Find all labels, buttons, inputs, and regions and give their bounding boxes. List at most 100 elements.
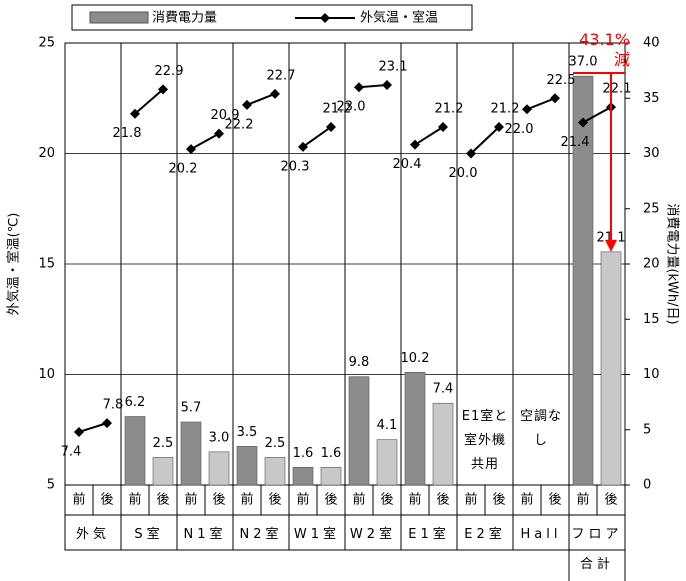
line-value-label: 21.8 xyxy=(113,126,142,141)
bar-value-label: 2.5 xyxy=(265,436,286,451)
x-sub-label: 後 xyxy=(268,493,281,508)
bar xyxy=(180,421,202,486)
bar xyxy=(208,451,230,486)
y-tick-label: 10 xyxy=(38,367,55,382)
x-sub-label: 前 xyxy=(464,492,477,508)
legend-label: 消費電力量 xyxy=(152,11,217,26)
bar-value-label: 2.5 xyxy=(153,436,174,451)
x-sub-label: 後 xyxy=(156,493,169,508)
bar-value-label: 9.8 xyxy=(349,355,370,370)
line-value-label: 21.2 xyxy=(435,101,464,116)
line-marker xyxy=(74,426,84,437)
line-value-label: 22.5 xyxy=(547,73,576,88)
legend-marker xyxy=(320,13,330,23)
line-value-label: 7.8 xyxy=(103,398,124,413)
bar-value-label: 3.0 xyxy=(209,430,230,445)
y2-tick-label: 15 xyxy=(643,312,660,327)
line-value-label: 20.2 xyxy=(169,162,198,177)
x-sub-label: 前 xyxy=(296,492,309,508)
x-sub-label: 後 xyxy=(212,493,225,508)
legend-swatch xyxy=(89,11,149,24)
bar xyxy=(236,446,258,486)
line-segment xyxy=(134,88,164,115)
x-group-label: S室 xyxy=(134,527,164,542)
x-sub-label: 後 xyxy=(380,493,393,508)
bar-value-label: 5.7 xyxy=(181,401,202,416)
bar-value-label: 37.0 xyxy=(569,55,598,70)
x-group-label: W2室 xyxy=(349,527,397,542)
arrow-head xyxy=(605,239,617,252)
x-sub-label: 前 xyxy=(408,492,421,508)
line-marker xyxy=(326,121,336,132)
annotation: 43.1%減 xyxy=(579,30,630,69)
line-segment xyxy=(414,126,444,146)
bar-value-label: 10.2 xyxy=(401,351,430,366)
bar xyxy=(320,467,342,486)
line-marker xyxy=(186,144,196,155)
bar xyxy=(376,439,398,486)
bar xyxy=(432,402,454,486)
line-value-label: 22.2 xyxy=(225,117,254,132)
line-segment xyxy=(190,132,220,150)
line-value-label: 7.4 xyxy=(61,444,82,459)
bar xyxy=(600,251,622,486)
line-value-label: 22.0 xyxy=(505,122,534,137)
line-marker xyxy=(466,148,476,159)
bar xyxy=(124,416,146,486)
y2-tick-label: 10 xyxy=(643,367,660,382)
y2-tick-label: 20 xyxy=(643,257,660,272)
x-sub-label: 後 xyxy=(548,493,561,508)
x-group-label: N2室 xyxy=(239,527,283,542)
y-tick-label: 25 xyxy=(38,36,55,51)
bar xyxy=(292,467,314,486)
line-segment xyxy=(78,422,108,433)
line-marker xyxy=(522,104,532,115)
line-segment xyxy=(582,106,612,124)
line-segment xyxy=(526,97,556,111)
y-tick-label: 15 xyxy=(38,257,55,272)
line-marker xyxy=(410,139,420,150)
line-marker xyxy=(270,88,280,99)
bar-value-label: 7.4 xyxy=(433,382,454,397)
line-segment xyxy=(302,126,332,148)
line-value-label: 23.0 xyxy=(337,100,366,115)
line-marker xyxy=(550,93,560,104)
x-sub-label: 後 xyxy=(436,493,449,508)
line-marker xyxy=(354,82,364,93)
bar xyxy=(152,457,174,486)
x-sub-label: 後 xyxy=(492,493,505,508)
x-sub-label: 前 xyxy=(576,492,589,508)
line-marker xyxy=(158,84,168,95)
x-group-label: 外気 xyxy=(75,527,110,542)
line-marker xyxy=(102,418,112,429)
bar-value-label: 6.2 xyxy=(125,395,146,410)
y2-tick-label: 30 xyxy=(643,146,660,161)
bar-value-label: 4.1 xyxy=(377,418,398,433)
x-group-label: E1室 xyxy=(408,527,450,542)
y2-tick-label: 5 xyxy=(643,422,651,437)
line-marker xyxy=(438,121,448,132)
line-segment xyxy=(358,83,388,89)
line-value-label: 22.1 xyxy=(603,82,632,97)
x-sub-label: 前 xyxy=(352,492,365,508)
line-marker xyxy=(298,141,308,152)
y2-tick-label: 25 xyxy=(643,201,660,216)
line-value-label: 23.1 xyxy=(379,59,408,74)
line-marker xyxy=(242,99,252,110)
x-sub-label: 前 xyxy=(72,492,85,508)
line-marker xyxy=(382,79,392,90)
bar xyxy=(348,376,370,486)
line-value-label: 22.9 xyxy=(155,64,184,79)
x-sub-label: 前 xyxy=(240,492,253,508)
y2-tick-label: 0 xyxy=(643,478,651,493)
y2-tick-label: 35 xyxy=(643,91,660,106)
y-tick-label: 20 xyxy=(38,146,55,161)
y-axis-title: 外気温・室温(℃) xyxy=(6,213,22,316)
line-marker xyxy=(130,108,140,119)
x-sub-label: 前 xyxy=(520,492,533,508)
bar xyxy=(404,371,426,486)
group-note: 空調なし xyxy=(519,409,562,448)
line-value-label: 21.2 xyxy=(491,101,520,116)
